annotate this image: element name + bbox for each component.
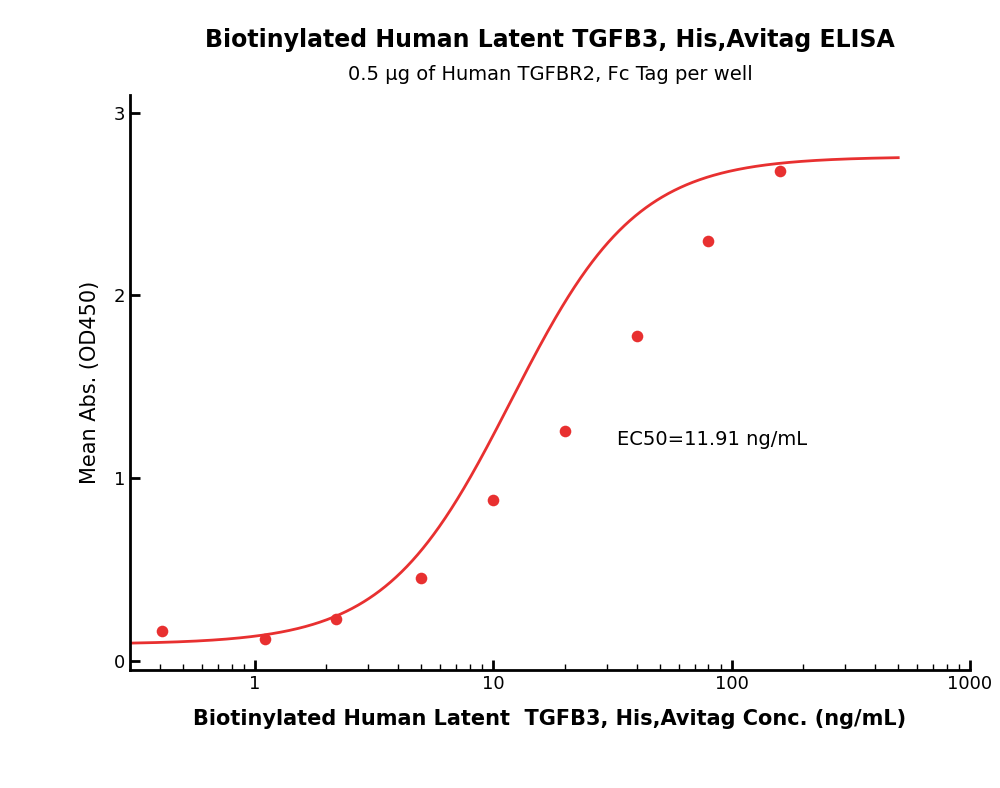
Point: [557, 424, 573, 437]
X-axis label: Biotinylated Human Latent  TGFB3, His,Avitag Conc. (ng/mL): Biotinylated Human Latent TGFB3, His,Avi…: [193, 709, 907, 730]
Point: [413, 572, 429, 585]
Text: EC50=11.91 ng/mL: EC50=11.91 ng/mL: [617, 430, 807, 449]
Point: [485, 493, 501, 506]
Text: 0.5 μg of Human TGFBR2, Fc Tag per well: 0.5 μg of Human TGFBR2, Fc Tag per well: [348, 65, 752, 84]
Y-axis label: Mean Abs. (OD450): Mean Abs. (OD450): [80, 281, 100, 484]
Point: [629, 329, 645, 342]
Point: [328, 612, 344, 625]
Point: [700, 234, 716, 247]
Point: [772, 165, 788, 177]
Text: Biotinylated Human Latent TGFB3, His,Avitag ELISA: Biotinylated Human Latent TGFB3, His,Avi…: [205, 28, 895, 51]
Point: [257, 633, 273, 645]
Point: [154, 624, 170, 637]
